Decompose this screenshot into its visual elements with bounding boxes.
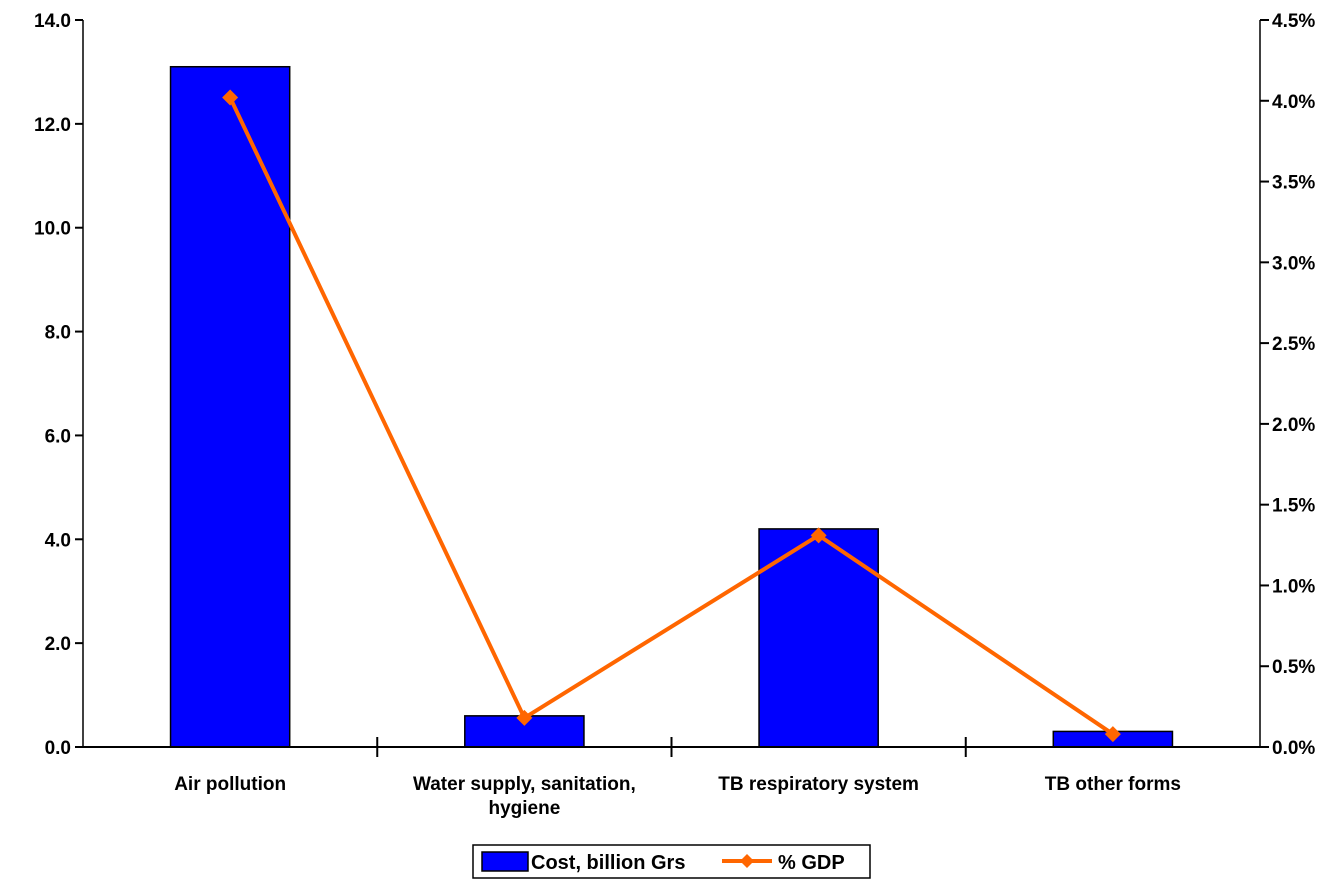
legend: Cost, billion Grs % GDP (472, 844, 871, 879)
category-label-line: Water supply, sanitation, (413, 774, 636, 795)
right-tick-label-3: 1.5% (1272, 496, 1315, 517)
right-tick-label-5: 2.5% (1272, 334, 1315, 355)
left-tick-label-3: 6.0 (45, 426, 71, 447)
gdp-point-0 (222, 89, 239, 106)
category-label-3: TB other forms (1045, 774, 1181, 795)
gdp-point-1 (516, 709, 533, 726)
right-tick-label-6: 3.0% (1272, 253, 1315, 274)
gdp-line (228, 96, 1114, 736)
bars-layer (169, 65, 1174, 748)
right-tick-label-7: 3.5% (1272, 173, 1315, 194)
right-tick-label-9: 4.5% (1272, 11, 1315, 32)
legend-frame (472, 844, 871, 879)
legend-label-gdp: % GDP (778, 852, 845, 874)
right-tick-label-1: 0.5% (1272, 657, 1315, 678)
category-label-line: TB respiratory system (718, 774, 919, 795)
legend-swatch-cost (481, 851, 529, 872)
left-tick-label-6: 12.0 (34, 115, 71, 136)
right-axis-ticks: 0.0% 0.5% 1.0% 1.5% 2.0% 2.5% 3.0% 3.5% 4.0% 4.5% (1260, 11, 1315, 759)
right-tick-label-2: 1.0% (1272, 576, 1315, 597)
gdp-point-2 (810, 527, 827, 544)
legend-marker-gdp (740, 854, 754, 868)
legend-label-cost: Cost, billion Grs (531, 852, 685, 874)
category-label-line: Air pollution (174, 774, 286, 795)
category-label-0: Air pollution (174, 774, 286, 795)
left-tick-label-2: 4.0 (45, 530, 71, 551)
left-tick-label-0: 0.0 (45, 738, 71, 759)
left-axis-ticks: 0.0 2.0 4.0 6.0 8.0 10.0 12.0 14.0 (34, 11, 83, 759)
axes-layer (82, 20, 1261, 757)
category-label-line: TB other forms (1045, 774, 1181, 795)
right-tick-label-0: 0.0% (1272, 738, 1315, 759)
bar-2 (758, 528, 879, 748)
left-tick-label-1: 2.0 (45, 634, 71, 655)
right-tick-label-8: 4.0% (1272, 92, 1315, 113)
category-label-line: hygiene (488, 798, 560, 819)
left-tick-label-4: 8.0 (45, 323, 71, 344)
gdp-point-3 (1104, 726, 1121, 743)
left-tick-label-7: 14.0 (34, 11, 71, 32)
right-tick-label-4: 2.0% (1272, 415, 1315, 436)
gdp-line-layer (222, 89, 1121, 743)
category-labels: Air pollution Water supply, sanitation, hy… (174, 774, 1181, 819)
bar-0 (169, 65, 291, 748)
category-label-1: Water supply, sanitation, hygiene (413, 774, 636, 819)
left-tick-label-5: 10.0 (34, 219, 71, 240)
category-label-2: TB respiratory system (718, 774, 919, 795)
